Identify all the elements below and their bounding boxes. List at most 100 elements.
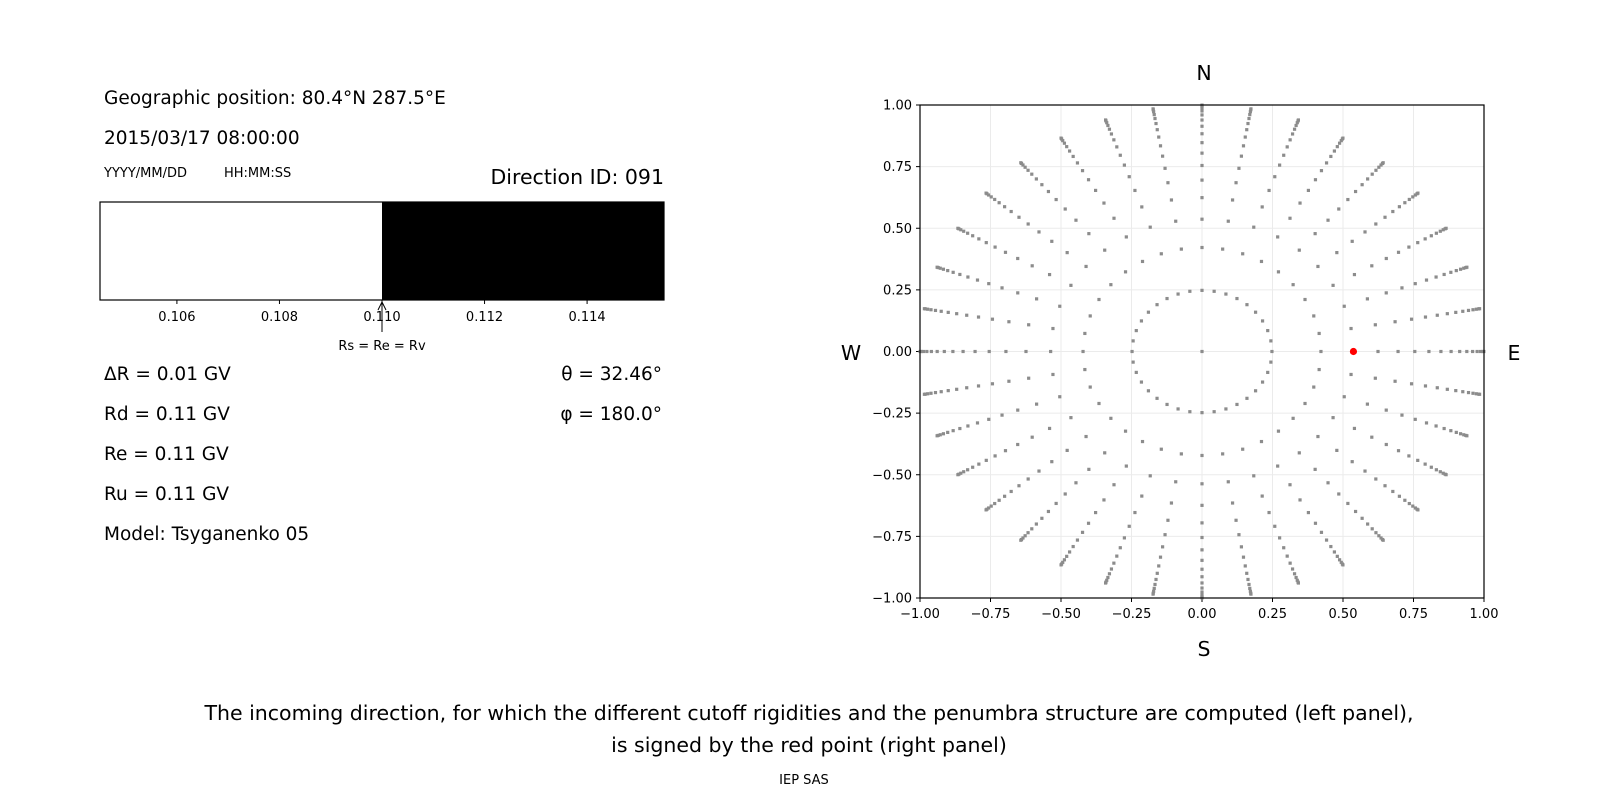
direction-point xyxy=(1335,448,1339,452)
direction-point xyxy=(1230,198,1235,202)
direction-point xyxy=(1291,283,1295,287)
direction-point xyxy=(1416,191,1420,195)
direction-point xyxy=(975,421,980,425)
direction-point xyxy=(1316,434,1320,439)
direction-point xyxy=(1337,141,1342,145)
direction-point xyxy=(1071,544,1075,549)
direction-point xyxy=(1374,477,1378,481)
direction-point xyxy=(1016,408,1020,412)
direction-point xyxy=(1247,116,1251,121)
direction-point xyxy=(1158,144,1163,148)
direction-point xyxy=(1471,391,1475,395)
direction-point xyxy=(1270,349,1274,354)
direction-point xyxy=(1259,439,1264,444)
direction-point xyxy=(1200,245,1204,250)
direction-point xyxy=(1400,413,1404,417)
direction-point xyxy=(1239,154,1244,158)
direction-point xyxy=(1200,124,1204,128)
direction-point xyxy=(1245,128,1249,132)
direction-point xyxy=(1075,538,1080,542)
direction-point xyxy=(1200,141,1204,145)
direction-point xyxy=(946,430,950,435)
direction-point xyxy=(1370,435,1374,439)
direction-point xyxy=(1030,435,1034,439)
direction-point xyxy=(966,231,970,235)
direction-point xyxy=(1248,589,1252,593)
direction-point xyxy=(1061,560,1065,564)
direction-point xyxy=(1296,118,1301,122)
direction-point xyxy=(929,349,933,354)
direction-point xyxy=(997,498,1001,502)
direction-point xyxy=(1160,545,1165,549)
credit: IEP SAS xyxy=(779,773,829,788)
direction-point xyxy=(1084,434,1088,439)
direction-point xyxy=(1278,536,1282,540)
direction-point xyxy=(1200,558,1204,562)
direction-point xyxy=(1046,509,1051,514)
phi-value: φ = 180.0° xyxy=(560,404,662,425)
direction-point xyxy=(1407,197,1411,202)
direction-point xyxy=(1260,205,1264,209)
direction-point xyxy=(1200,106,1204,110)
direction-point xyxy=(1285,554,1289,558)
direction-point xyxy=(1062,141,1067,145)
direction-point xyxy=(1335,554,1339,558)
direction-point xyxy=(1140,439,1145,444)
direction-point xyxy=(951,270,955,274)
direction-point xyxy=(1088,385,1092,389)
direction-point xyxy=(1366,522,1370,526)
direction-point xyxy=(1384,256,1388,261)
direction-point xyxy=(984,458,988,462)
direction-point xyxy=(1381,161,1385,165)
direction-point xyxy=(1252,225,1256,229)
direction-point xyxy=(1133,510,1137,515)
direction-point xyxy=(1035,402,1039,406)
north-label: N xyxy=(1196,61,1211,85)
direction-point xyxy=(1106,123,1110,128)
direction-point xyxy=(1200,151,1204,155)
direction-point xyxy=(976,315,981,319)
direction-point xyxy=(1200,593,1204,597)
direction-point xyxy=(1477,307,1482,311)
direction-point xyxy=(971,234,975,238)
direction-point xyxy=(1341,136,1345,140)
direction-point xyxy=(1112,561,1116,565)
direction-point xyxy=(1292,572,1297,576)
direction-point xyxy=(1067,149,1072,153)
direction-point xyxy=(1155,128,1159,132)
direction-point xyxy=(1151,592,1155,596)
direction-point xyxy=(1023,165,1027,169)
direction-point xyxy=(1088,314,1092,318)
direction-point xyxy=(1200,575,1204,579)
direction-point xyxy=(1413,506,1417,510)
direction-point xyxy=(1063,492,1067,496)
direction-point xyxy=(1188,289,1192,293)
direction-point xyxy=(993,501,997,506)
direction-point xyxy=(1466,308,1471,313)
direction-point xyxy=(1259,259,1264,264)
direction-point xyxy=(1200,567,1204,571)
direction-point xyxy=(1123,429,1128,433)
direction-point xyxy=(1102,201,1106,205)
direction-point xyxy=(987,417,991,421)
direction-point xyxy=(1324,161,1329,165)
direction-point xyxy=(1004,349,1008,354)
direction-point xyxy=(1071,154,1075,159)
direction-point xyxy=(1383,484,1387,488)
direction-point xyxy=(1153,582,1157,587)
direction-point xyxy=(1034,522,1038,526)
direction-point xyxy=(1009,489,1013,494)
direction-point xyxy=(1253,389,1258,393)
direction-point xyxy=(1434,275,1438,279)
direction-point xyxy=(1103,581,1108,585)
direction-point xyxy=(946,389,950,393)
direction-point xyxy=(1298,498,1302,502)
direction-point xyxy=(1260,494,1264,498)
direction-point xyxy=(1273,524,1277,528)
direction-point xyxy=(1049,349,1053,354)
direction-point xyxy=(1200,113,1204,117)
direction-point xyxy=(1290,567,1295,571)
direction-point xyxy=(955,387,959,391)
direction-point xyxy=(1065,251,1069,255)
direction-point xyxy=(1288,483,1292,487)
